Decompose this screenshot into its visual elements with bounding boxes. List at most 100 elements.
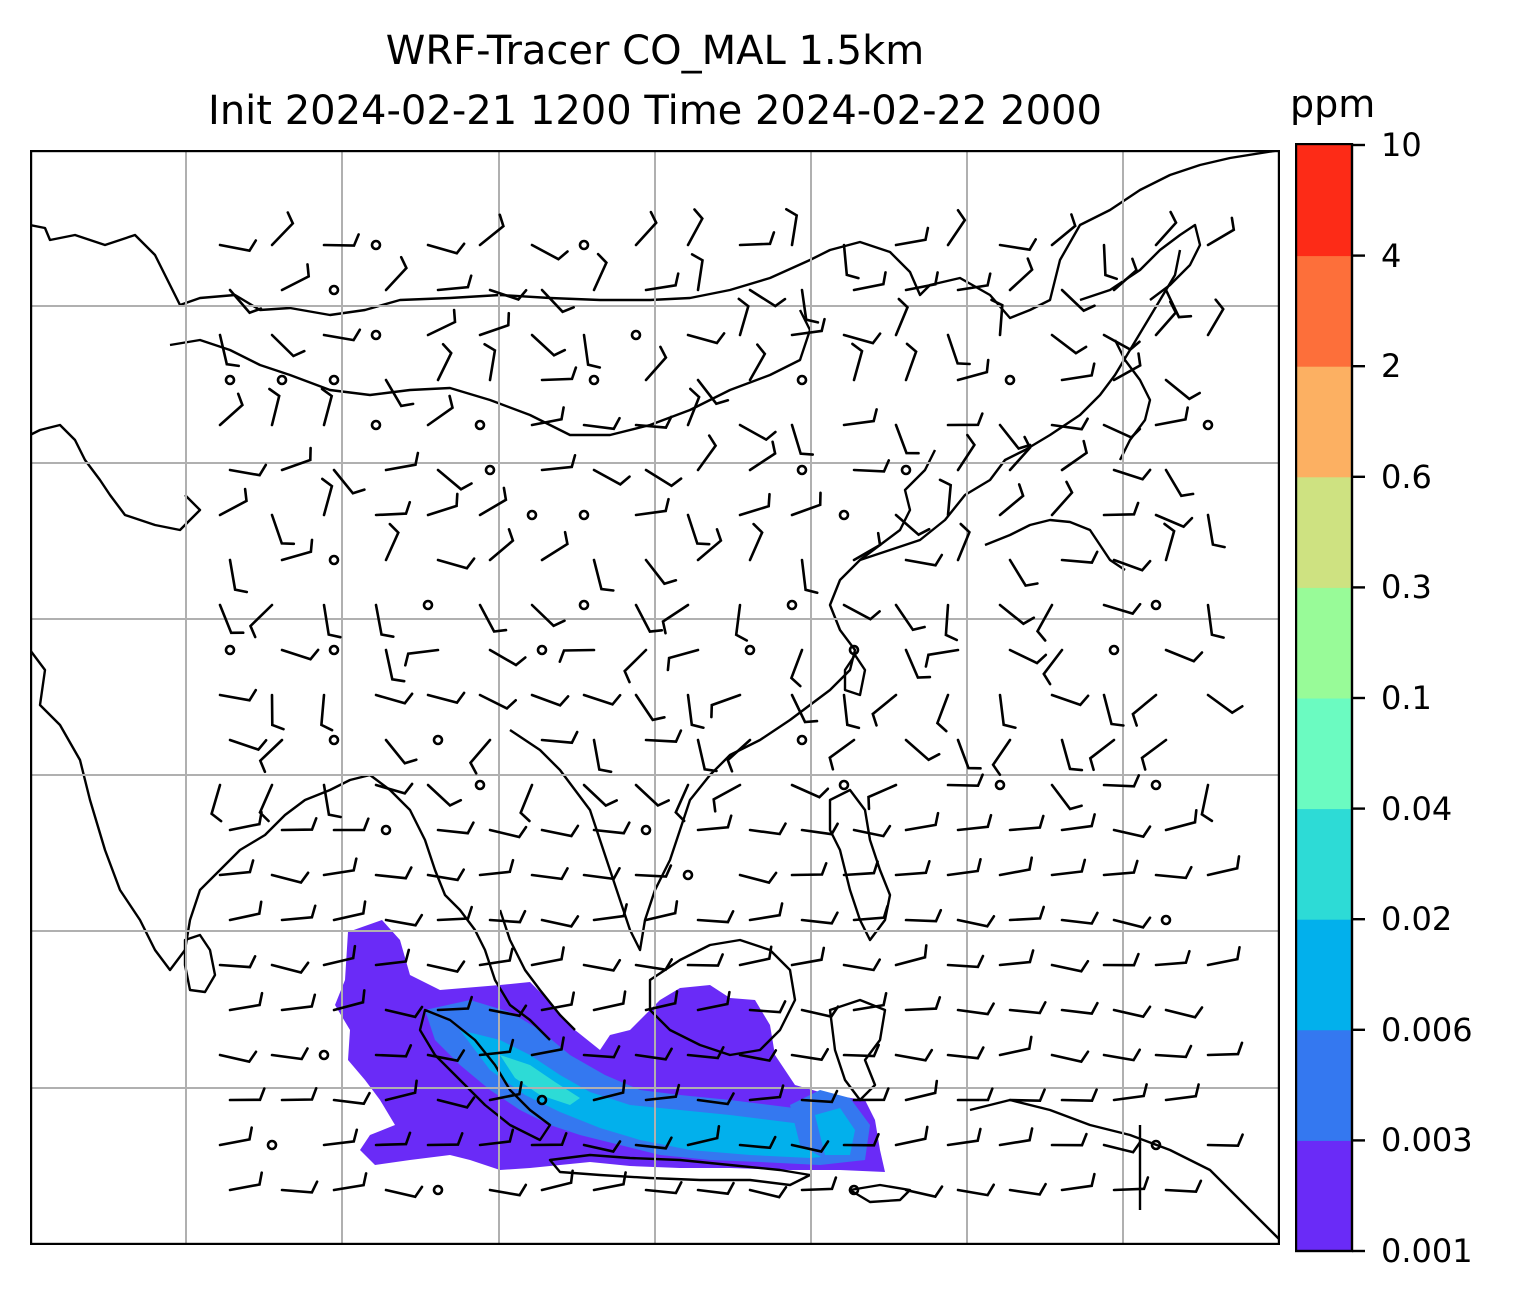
wind-calm-marker [328, 374, 340, 386]
wind-barb [478, 1038, 515, 1057]
wind-barb [488, 288, 528, 302]
wind-barb [426, 868, 465, 882]
plume-inner [460, 1030, 845, 1158]
coast-west-asia [30, 423, 202, 532]
wind-barb [540, 915, 580, 928]
coast-philippines [828, 788, 892, 942]
wind-barb [904, 271, 939, 292]
wind-barb [530, 243, 569, 261]
wind-barb [998, 856, 1033, 877]
wind-barb [1042, 648, 1064, 686]
wind-barb [904, 1185, 944, 1199]
colorbar-band-3 [1296, 919, 1352, 1031]
wind-barb [1102, 243, 1118, 281]
wind-barb [582, 333, 602, 369]
wind-barb [374, 866, 413, 880]
wind-barb [436, 995, 473, 1012]
wind-barb [712, 783, 742, 813]
coast-taiwan [843, 653, 867, 697]
wind-barb [270, 333, 306, 358]
wind-barb [924, 648, 960, 668]
coastlines [30, 150, 1280, 1241]
wind-barb [842, 603, 881, 621]
wind-barb [690, 253, 704, 292]
wind-barb [218, 603, 245, 635]
wind-barb [851, 342, 864, 382]
wind-barb [644, 558, 678, 586]
wind-barb [1200, 783, 1214, 823]
wind-barb [1112, 1083, 1148, 1102]
wind-barb [384, 378, 415, 408]
wind-barb [938, 478, 953, 517]
wind-barb [426, 1049, 466, 1063]
colorbar-tick-label: 0.6 [1381, 457, 1432, 496]
wind-barb [228, 810, 263, 832]
wind-barb [1164, 1179, 1203, 1194]
wind-barb [944, 603, 959, 642]
wind-barb [582, 867, 621, 881]
wind-calm-marker [578, 509, 590, 521]
wind-barb [956, 1002, 995, 1016]
wind-barb [321, 477, 334, 517]
wind-barb [852, 271, 887, 292]
wind-barb [248, 603, 274, 639]
wind-barb [1060, 288, 1096, 313]
wind-barb [1112, 916, 1152, 929]
wind-barb [790, 693, 819, 724]
wind-barb [478, 947, 514, 967]
wind-barb [218, 239, 258, 253]
wind-barb [228, 738, 268, 752]
wind-calm-marker [328, 284, 340, 296]
wind-barb [1050, 783, 1083, 811]
wind-barb [1008, 1088, 1046, 1103]
wind-barb [530, 867, 569, 881]
colorbar-tick-label: 0.04 [1381, 789, 1453, 828]
wind-barb [488, 648, 527, 667]
wind-barb [842, 958, 881, 972]
wind-barb [738, 492, 771, 517]
wind-barb [790, 862, 828, 877]
wind-barb [426, 394, 454, 427]
wind-barb [956, 915, 996, 928]
wind-barb [540, 366, 578, 382]
wind-barb [1050, 858, 1087, 877]
wind-calm-marker [370, 329, 382, 341]
colorbar-band-9 [1296, 255, 1352, 367]
wind-barb [842, 408, 878, 427]
wind-barb [1154, 406, 1189, 427]
wind-barb [1050, 417, 1089, 431]
wind-barb [790, 783, 830, 799]
wind-barb [842, 332, 882, 345]
wind-barb [946, 1046, 985, 1060]
wind-barb [1060, 911, 1099, 925]
wind-barb [280, 904, 317, 922]
wind-barb [228, 463, 268, 477]
wind-barb [748, 822, 787, 836]
wind-barb [1050, 959, 1090, 973]
wind-barb [748, 1185, 788, 1199]
wind-barb [436, 342, 453, 382]
wind-barb [894, 1048, 934, 1062]
wind-barb [218, 392, 244, 427]
colorbar-units-label: ppm [1290, 82, 1376, 126]
wind-barb [894, 860, 931, 877]
wind-barb [332, 900, 367, 922]
wind-barb [426, 492, 459, 517]
wind-barb [790, 1140, 830, 1153]
wind-barb [1206, 693, 1244, 715]
wind-barb [956, 272, 992, 292]
wind-barb [842, 693, 861, 730]
wind-barb [738, 1049, 778, 1063]
wind-barb [530, 1132, 568, 1147]
wind-barb [1102, 1141, 1142, 1154]
wind-barb [1050, 333, 1088, 355]
wind-calm-marker [432, 734, 444, 746]
wind-barb [790, 1048, 829, 1062]
wind-barb [674, 783, 690, 823]
wind-barb [748, 440, 777, 472]
wind-barb [634, 864, 673, 878]
coast-java [548, 1153, 812, 1187]
wind-barb [374, 1131, 412, 1147]
wind-calm-marker [744, 644, 756, 656]
wind-barb [852, 1087, 890, 1102]
